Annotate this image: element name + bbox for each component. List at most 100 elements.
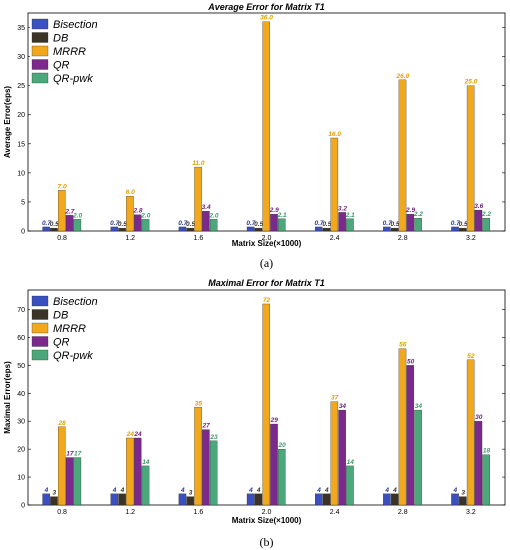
data-label: 4 bbox=[256, 487, 261, 494]
legend-swatch-db bbox=[31, 309, 49, 320]
bar-bisection-0-8 bbox=[42, 493, 50, 506]
data-label: 0.7 bbox=[451, 220, 460, 227]
data-label: 27 bbox=[202, 423, 211, 430]
bar-mrrr-2-8 bbox=[398, 79, 407, 232]
data-label: 3 bbox=[189, 490, 193, 497]
legend-label-qr-pwk: QR-pwk bbox=[53, 350, 93, 362]
bar-bisection-2-0 bbox=[246, 493, 255, 506]
bar-db-1-2 bbox=[118, 227, 126, 232]
bar-qr-pwk-0-8 bbox=[73, 219, 82, 232]
bar-qr-pwk-2-4 bbox=[346, 465, 354, 506]
bar-qr-pwk-0-8 bbox=[73, 457, 82, 506]
bar-mrrr-0-8 bbox=[58, 426, 66, 506]
data-label: 0.5 bbox=[118, 221, 127, 228]
bar-bisection-1-2 bbox=[110, 226, 119, 232]
data-label: 52 bbox=[467, 353, 475, 360]
bar-qr-pwk-2-8 bbox=[414, 409, 422, 506]
y-tick-label: 30 bbox=[17, 54, 25, 61]
data-label: 4 bbox=[384, 487, 389, 494]
data-label: 36.0 bbox=[260, 15, 273, 22]
data-label: 56 bbox=[399, 342, 407, 349]
data-label: 0.5 bbox=[186, 221, 195, 228]
data-label: 72 bbox=[263, 297, 271, 304]
chart-maximal-error: Maximal Error for Matrix T1 0 10 20 30 40 50 60… bbox=[3, 278, 506, 549]
bar-qr-pwk-2-8 bbox=[414, 218, 422, 232]
x-axis-label: Matrix Size(×1000) bbox=[232, 516, 302, 525]
bar-bisection-2-8 bbox=[383, 493, 391, 506]
data-label: 2.9 bbox=[405, 207, 415, 214]
data-label: 0.5 bbox=[50, 221, 59, 228]
bar-qr-2-0 bbox=[270, 423, 278, 506]
data-label: 16.0 bbox=[328, 131, 341, 138]
legend-label-bisection: Bisection bbox=[53, 19, 98, 31]
bar-qr-2-0 bbox=[270, 213, 278, 232]
bar-qr-2-8 bbox=[406, 365, 415, 506]
data-label: 2.8 bbox=[132, 208, 142, 215]
x-tick-label: 1.6 bbox=[193, 509, 203, 516]
bar-mrrr-2-0 bbox=[262, 21, 270, 232]
bar-db-0-8 bbox=[50, 496, 58, 506]
bar-qr-pwk-2-0 bbox=[278, 218, 286, 232]
bar-qr-pwk-1-2 bbox=[141, 219, 150, 232]
bar-qr-pwk-2-4 bbox=[346, 218, 354, 232]
legend-label-db: DB bbox=[53, 33, 68, 45]
bar-qr-pwk-3-2 bbox=[482, 454, 490, 506]
y-tick-label: 70 bbox=[17, 307, 25, 314]
legend-swatch-mrrr bbox=[31, 322, 49, 334]
data-label: 6.0 bbox=[126, 189, 135, 196]
bar-db-1-6 bbox=[186, 496, 195, 506]
bar-qr-1-2 bbox=[133, 437, 142, 506]
data-label: 0.7 bbox=[110, 220, 119, 227]
chart-average-error: Average Error for Matrix T1 0 5 10 15 20 25 30 3… bbox=[3, 2, 506, 270]
bar-qr-1-2 bbox=[133, 214, 142, 232]
data-label: 3.6 bbox=[474, 203, 483, 210]
data-label: 3.2 bbox=[338, 205, 347, 212]
bar-bisection-1-2 bbox=[110, 493, 119, 506]
bar-db-2-8 bbox=[390, 227, 399, 232]
bar-qr-0-8 bbox=[65, 215, 74, 232]
bar-bisection-1-6 bbox=[178, 226, 187, 232]
legend-label-qr: QR bbox=[53, 337, 70, 349]
bar-qr-3-2 bbox=[474, 209, 483, 232]
y-tick-label: 35 bbox=[17, 25, 25, 32]
x-tick-label: 2.4 bbox=[330, 509, 340, 516]
bar-qr-1-6 bbox=[202, 429, 210, 506]
data-label: 2.0 bbox=[208, 212, 218, 219]
bar-mrrr-3-2 bbox=[466, 85, 475, 232]
legend-swatch-bisection bbox=[31, 18, 49, 30]
data-label: 2.2 bbox=[413, 211, 423, 218]
bar-db-2-0 bbox=[254, 493, 263, 506]
data-label: 2.1 bbox=[277, 212, 287, 219]
data-label: 4 bbox=[392, 487, 397, 494]
data-label: 3 bbox=[461, 490, 465, 497]
bar-qr-pwk-1-6 bbox=[209, 219, 218, 232]
bar-db-0-8 bbox=[50, 227, 58, 232]
legend-label-db: DB bbox=[53, 310, 68, 322]
data-label: 26.0 bbox=[395, 73, 409, 80]
data-label: 23 bbox=[209, 434, 218, 441]
legend-label-qr: QR bbox=[53, 60, 70, 72]
legend-swatch-mrrr bbox=[31, 45, 49, 57]
data-label: 2.2 bbox=[481, 211, 491, 218]
y-tick-label: 60 bbox=[17, 335, 25, 342]
data-label: 2.9 bbox=[269, 207, 279, 214]
y-axis-label: Average Error(eps) bbox=[3, 86, 12, 159]
data-label: 0.7 bbox=[178, 220, 187, 227]
y-axis-label: Maximal Error(eps) bbox=[3, 361, 12, 434]
data-label: 17 bbox=[74, 451, 82, 458]
bar-db-3-2 bbox=[459, 227, 467, 232]
data-label: 14 bbox=[347, 459, 355, 466]
x-tick-label: 2.8 bbox=[398, 509, 408, 516]
bar-bisection-2-4 bbox=[314, 493, 323, 506]
data-label: 4 bbox=[120, 487, 125, 494]
legend-swatch-db bbox=[31, 32, 49, 43]
data-label: 25.0 bbox=[464, 79, 478, 86]
data-label: 34 bbox=[415, 403, 423, 410]
bar-qr-3-2 bbox=[474, 421, 483, 506]
data-label: 18 bbox=[483, 448, 491, 455]
bar-qr-2-4 bbox=[338, 212, 346, 232]
y-tick-label: 0 bbox=[21, 503, 25, 510]
bar-bisection-2-0 bbox=[246, 226, 255, 232]
data-label: 11.0 bbox=[192, 160, 205, 167]
data-label: 4 bbox=[324, 487, 329, 494]
